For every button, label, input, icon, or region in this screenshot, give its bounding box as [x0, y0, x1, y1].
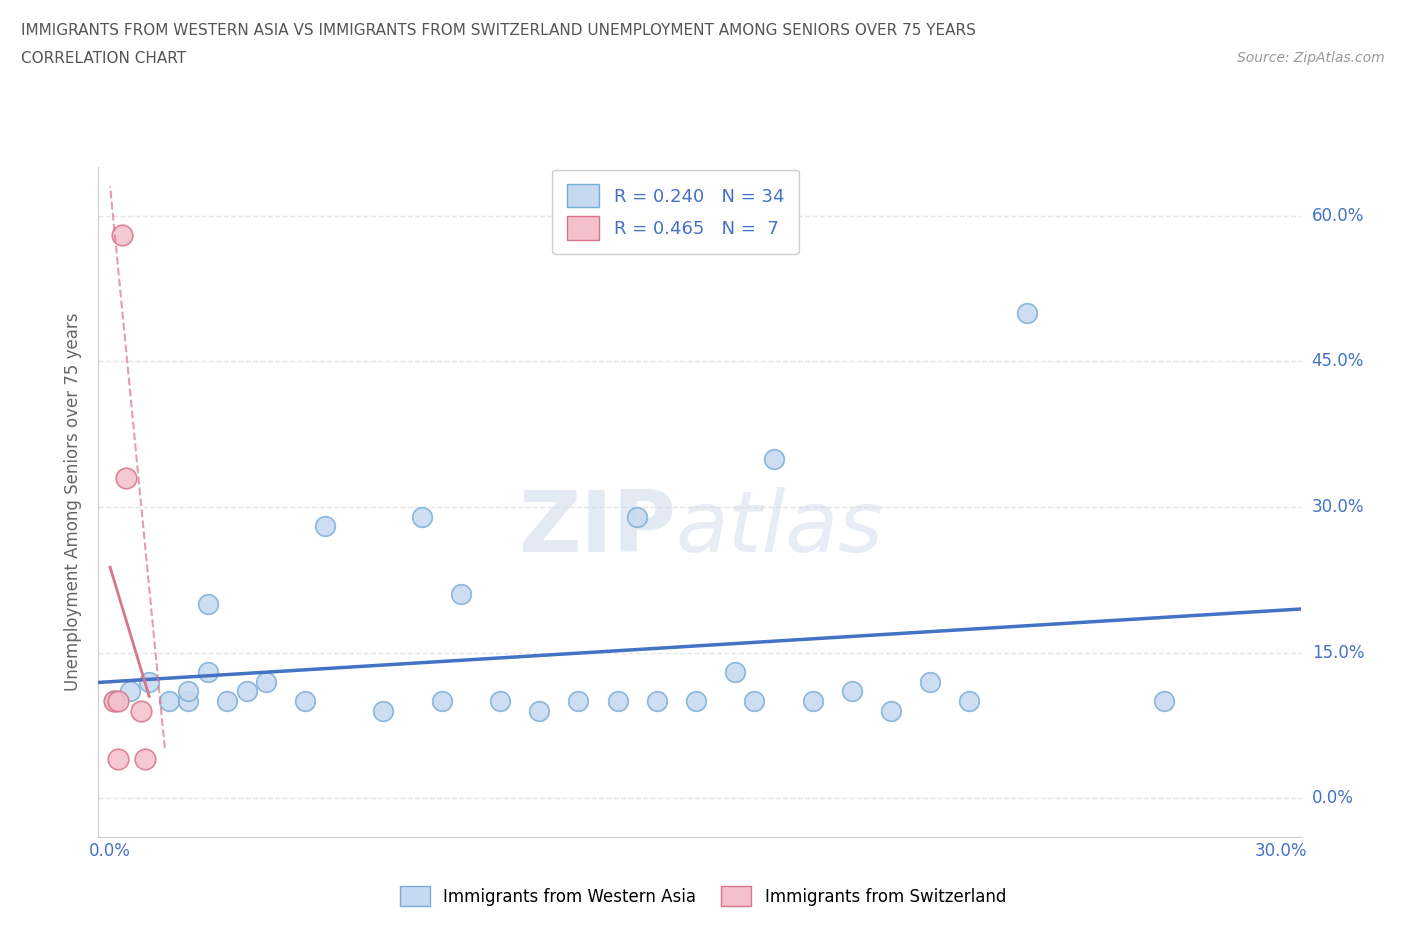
Text: CORRELATION CHART: CORRELATION CHART	[21, 51, 186, 66]
Point	[801, 694, 824, 709]
Point	[131, 703, 153, 718]
Text: ZIP: ZIP	[517, 487, 675, 570]
Point	[880, 703, 903, 718]
Text: IMMIGRANTS FROM WESTERN ASIA VS IMMIGRANTS FROM SWITZERLAND UNEMPLOYMENT AMONG S: IMMIGRANTS FROM WESTERN ASIA VS IMMIGRAN…	[21, 23, 976, 38]
Point	[111, 228, 134, 243]
Point	[957, 694, 980, 709]
Text: 30.0%: 30.0%	[1312, 498, 1364, 516]
Point	[134, 752, 156, 767]
Point	[1153, 694, 1175, 709]
Point	[177, 694, 200, 709]
Legend: Immigrants from Western Asia, Immigrants from Switzerland: Immigrants from Western Asia, Immigrants…	[394, 880, 1012, 912]
Point	[107, 752, 129, 767]
Point	[254, 674, 277, 689]
Point	[606, 694, 628, 709]
Point	[235, 684, 257, 698]
Text: 45.0%: 45.0%	[1312, 352, 1364, 370]
Point	[645, 694, 668, 709]
Point	[430, 694, 453, 709]
Text: Source: ZipAtlas.com: Source: ZipAtlas.com	[1237, 51, 1385, 65]
Point	[626, 510, 648, 525]
Point	[197, 665, 219, 680]
Point	[411, 510, 433, 525]
Point	[177, 684, 200, 698]
Point	[103, 694, 125, 709]
Point	[762, 451, 785, 466]
Point	[138, 674, 160, 689]
Text: atlas: atlas	[675, 487, 883, 570]
Point	[489, 694, 512, 709]
Point	[118, 684, 141, 698]
Point	[217, 694, 239, 709]
Legend: R = 0.240   N = 34, R = 0.465   N =  7: R = 0.240 N = 34, R = 0.465 N = 7	[553, 170, 799, 254]
Point	[529, 703, 551, 718]
Point	[742, 694, 765, 709]
Point	[685, 694, 707, 709]
Text: 60.0%: 60.0%	[1312, 206, 1364, 225]
Point	[373, 703, 395, 718]
Point	[314, 519, 336, 534]
Y-axis label: Unemployment Among Seniors over 75 years: Unemployment Among Seniors over 75 years	[65, 313, 83, 691]
Text: 15.0%: 15.0%	[1312, 644, 1364, 661]
Point	[1017, 306, 1039, 321]
Point	[841, 684, 863, 698]
Point	[157, 694, 180, 709]
Point	[103, 694, 125, 709]
Point	[197, 597, 219, 612]
Point	[723, 665, 745, 680]
Point	[567, 694, 589, 709]
Text: 0.0%: 0.0%	[1312, 790, 1354, 807]
Point	[294, 694, 316, 709]
Point	[107, 694, 129, 709]
Point	[114, 471, 136, 485]
Point	[918, 674, 941, 689]
Point	[450, 587, 472, 602]
